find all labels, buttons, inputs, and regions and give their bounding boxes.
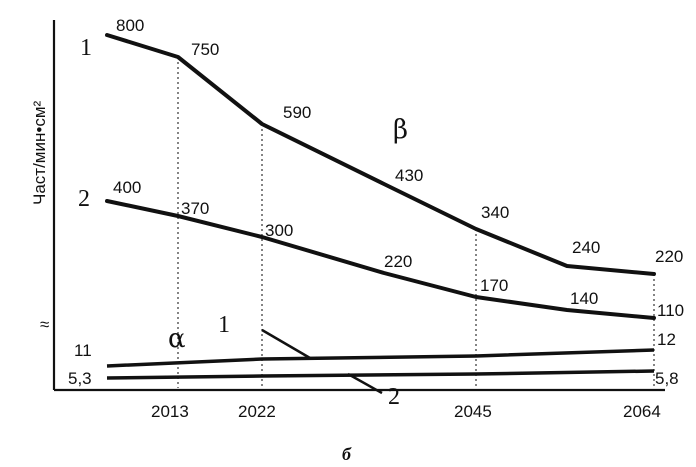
beta1-value-label: 590 — [283, 103, 311, 122]
alpha-series-1-leader — [261, 328, 311, 360]
beta1-value-label: 430 — [395, 166, 423, 185]
beta2-value-label: 110 — [657, 301, 684, 320]
alpha2-end-label: 5,8 — [655, 369, 679, 388]
alpha-series-1-number: 1 — [218, 312, 230, 338]
beta-label: β — [393, 115, 408, 145]
x-tick-label: 2013 — [151, 402, 189, 421]
beta2-value-label: 400 — [113, 178, 141, 197]
alpha-label: α — [168, 324, 186, 354]
drop-lines — [177, 57, 655, 388]
beta2-value-label: 220 — [384, 252, 412, 271]
beta1-value-label: 220 — [655, 247, 683, 266]
alpha2-start-label: 5,3 — [68, 369, 92, 388]
x-tick-label: 2064 — [623, 402, 661, 421]
beta1-value-label: 750 — [191, 40, 219, 59]
alpha-series-1-line — [106, 348, 655, 368]
figure-caption: б — [342, 444, 352, 464]
alpha-series-2-number: 2 — [388, 384, 400, 410]
alpha-series-2-leader — [347, 372, 383, 395]
x-tick-label: 2045 — [454, 402, 492, 421]
alpha-series-2-line — [106, 369, 655, 380]
beta1-value-label: 800 — [116, 16, 144, 35]
alpha1-start-label: 11 — [74, 341, 92, 360]
beta2-value-label: 140 — [570, 289, 598, 308]
beta-series-1-number: 1 — [80, 35, 92, 61]
beta1-value-label: 240 — [572, 238, 600, 257]
axis-break-mark: ≈ — [40, 315, 49, 334]
x-tick-label: 2022 — [238, 402, 276, 421]
beta-series-1-line — [105, 33, 656, 276]
beta2-value-label: 170 — [480, 276, 508, 295]
alpha1-end-label: 12 — [657, 330, 676, 349]
beta2-value-label: 370 — [181, 199, 209, 218]
beta-series-2-number: 2 — [78, 186, 90, 212]
beta1-value-label: 340 — [481, 203, 509, 222]
y-axis-label: Част/мин•см² — [30, 100, 49, 205]
beta-series-2-line — [105, 199, 656, 320]
beta2-value-label: 300 — [265, 221, 293, 240]
